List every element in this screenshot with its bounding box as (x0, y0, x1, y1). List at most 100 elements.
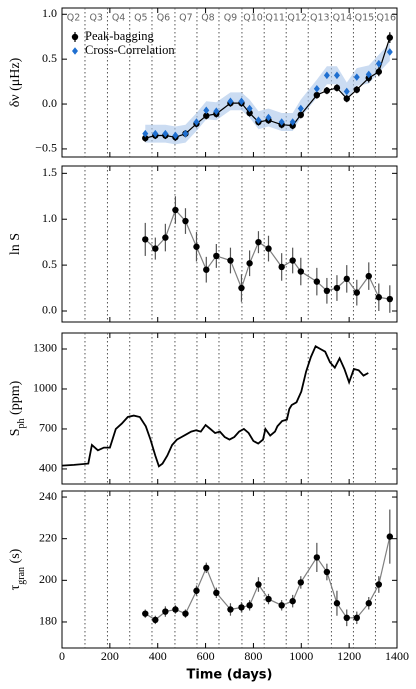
point (313, 278, 321, 285)
y-axis-label: ln S (8, 233, 23, 255)
diamond-point (375, 59, 382, 68)
quarter-label: Q5 (134, 13, 148, 24)
point (213, 589, 220, 597)
point (142, 610, 149, 617)
panel-frame (61, 490, 398, 649)
point (333, 284, 341, 292)
point (297, 111, 305, 119)
label-unit: (s) (8, 548, 23, 567)
point (238, 604, 245, 611)
point (289, 597, 296, 605)
point (375, 581, 383, 588)
point (152, 245, 159, 252)
x-tick-label: 600 (197, 649, 215, 663)
diamond-point (238, 97, 245, 106)
quarter-label: Q10 (243, 13, 263, 24)
diamond-point (213, 107, 220, 116)
label-unit: (ppm) (8, 380, 23, 418)
point (278, 263, 285, 271)
diamond-point (152, 129, 159, 138)
point (365, 600, 372, 607)
point (172, 206, 179, 214)
point (353, 289, 360, 296)
y-tick-label: 700 (39, 421, 57, 435)
point (313, 554, 321, 561)
point (323, 568, 331, 576)
diamond-point (297, 104, 304, 113)
point (353, 86, 360, 93)
legend-marker (71, 33, 79, 41)
quarter-label: Q8 (201, 13, 215, 24)
point (375, 68, 383, 75)
y-axis-label: δν (μHz) (8, 57, 23, 107)
y-axis-label: Sph (ppm) (8, 380, 27, 436)
panel-frame (61, 332, 398, 485)
x-axis-label: Time (days) (187, 668, 273, 683)
y-tick-label: 1.0 (42, 6, 57, 20)
quarter-label: Q6 (157, 13, 171, 24)
x-tick-label: 1200 (337, 649, 361, 663)
point (246, 109, 253, 117)
point (203, 564, 210, 572)
diamond-point (386, 48, 393, 56)
quarter-label: Q14 (333, 13, 353, 24)
y-tick-label: 1000 (33, 381, 57, 395)
point (162, 608, 169, 615)
panel-frame (61, 7, 398, 158)
y-axis-label: τgran (s) (8, 548, 27, 590)
point (152, 616, 159, 624)
point (278, 602, 285, 609)
diamond-point (162, 129, 169, 138)
point (142, 236, 149, 243)
point (227, 606, 234, 613)
quarter-label: Q2 (67, 13, 81, 24)
point (343, 614, 350, 622)
point (142, 134, 149, 142)
diamond-point (289, 118, 296, 126)
point (375, 294, 383, 301)
diamond-point (255, 116, 262, 124)
y-tick-label: 0.5 (42, 257, 57, 271)
y-tick-label: −0.5 (35, 141, 57, 155)
quarter-label: Q15 (355, 13, 375, 24)
y-tick-label: 1.5 (42, 165, 57, 179)
diamond-point (182, 129, 189, 138)
label-sub: ph (16, 418, 27, 428)
quarter-label: Q7 (179, 13, 193, 24)
quarter-label: Q16 (376, 13, 396, 24)
point (333, 600, 341, 607)
diamond-point (203, 106, 210, 115)
diamond-point (333, 71, 340, 80)
y-tick-label: 240 (39, 489, 57, 503)
diamond-point (246, 104, 253, 113)
point (203, 266, 210, 273)
diamond-point (172, 131, 179, 140)
point (313, 91, 321, 99)
point (255, 581, 262, 588)
point (182, 217, 189, 225)
point (353, 614, 360, 622)
y-tick-label: 0.5 (42, 51, 57, 65)
x-tick-label: 200 (101, 649, 119, 663)
x-tick-label: 800 (244, 649, 262, 663)
point (265, 245, 272, 252)
point (333, 84, 341, 92)
point (246, 260, 253, 267)
y-tick-label: 400 (39, 461, 57, 475)
point (182, 610, 189, 617)
diamond-point (323, 71, 330, 80)
quarter-label: Q13 (310, 13, 330, 24)
x-tick-label: 400 (149, 649, 167, 663)
point (297, 268, 305, 275)
y-tick-label: 1.0 (42, 211, 57, 225)
y-tick-label: 1300 (33, 341, 57, 355)
diamond-point (193, 118, 200, 126)
diamond-point (142, 129, 149, 138)
y-tick-label: 200 (39, 572, 57, 586)
quarter-label: Q4 (112, 13, 126, 24)
legend-label: Cross-Correlation (85, 43, 175, 57)
point (246, 602, 253, 609)
point (323, 87, 331, 94)
y-tick-label: 0.0 (42, 96, 57, 110)
